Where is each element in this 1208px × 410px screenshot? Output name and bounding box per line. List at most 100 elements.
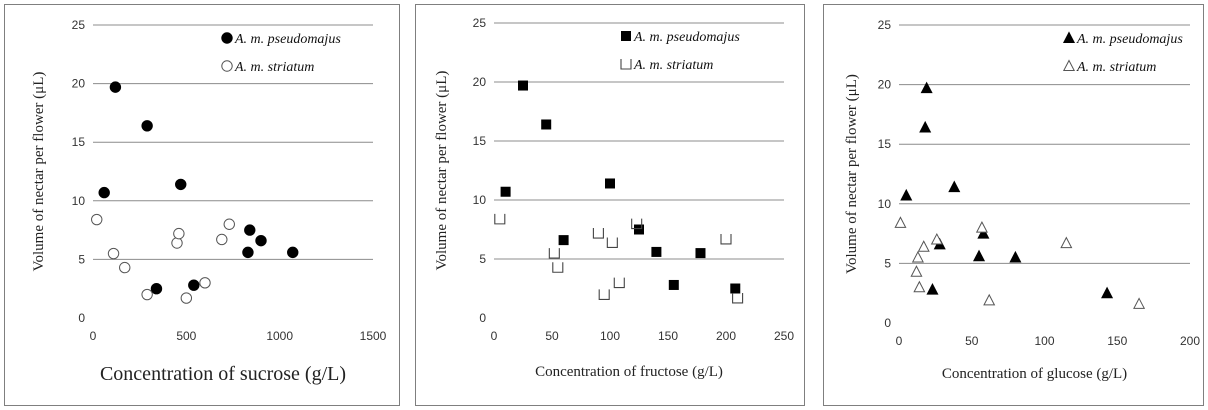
- legend-label: A. m. pseudomajus: [234, 32, 341, 47]
- x-tick-label: 0: [491, 329, 498, 343]
- data-point: [926, 283, 939, 295]
- data-point: [175, 178, 187, 191]
- data-point: [948, 180, 961, 193]
- data-point: [900, 188, 913, 201]
- data-point: [631, 218, 643, 230]
- y-tick-label: 15: [473, 134, 487, 148]
- legend-label: A. m. pseudomajus: [633, 30, 740, 45]
- series-pseudomajus-points: [900, 81, 1114, 299]
- data-point: [1060, 236, 1073, 249]
- sucrose-chart-panel: 0 5 10 15 20 25 0 500 1000 1500 Concentration of s…: [4, 4, 400, 406]
- data-point: [613, 277, 625, 289]
- sucrose-chart: 0 5 10 15 20 25 0 500 1000 1500 Concentration of s…: [31, 18, 387, 385]
- data-point: [242, 246, 254, 259]
- legend-marker: [1062, 59, 1076, 71]
- data-point: [913, 280, 926, 293]
- data-point: [911, 250, 924, 263]
- legend-label: A. m. striatum: [633, 58, 713, 73]
- data-point: [119, 261, 131, 274]
- fructose-chart-panel: 0 5 10 15 20 25 0 50 100 150 200 250 Concentration o…: [415, 4, 805, 406]
- data-point: [910, 265, 923, 277]
- y-tick-label: 5: [884, 256, 891, 270]
- y-tick-label: 20: [72, 77, 86, 91]
- y-tick-label: 5: [479, 252, 486, 266]
- x-tick-label: 50: [965, 334, 979, 348]
- legend-marker: [221, 32, 233, 44]
- y-axis-title: Volume of nectar per flower (μL): [434, 71, 450, 271]
- data-point: [598, 289, 610, 300]
- data-point: [558, 235, 569, 246]
- data-point: [651, 246, 662, 257]
- legend-marker: [221, 60, 233, 72]
- data-point: [91, 213, 103, 226]
- legend-label: A. m. striatum: [234, 60, 314, 75]
- y-tick-label: 25: [473, 16, 487, 30]
- x-tick-label: 100: [600, 329, 620, 343]
- x-tick-label: 100: [1034, 334, 1054, 348]
- data-point: [606, 237, 618, 249]
- y-axis-title: Volume of nectar per flower (μL): [31, 72, 47, 272]
- data-point: [98, 186, 110, 199]
- series-pseudomajus-points: [98, 81, 299, 295]
- y-tick-label: 0: [479, 311, 486, 325]
- data-point: [109, 81, 122, 93]
- y-tick-label: 15: [72, 135, 86, 149]
- series-striatum-points: [494, 213, 744, 304]
- x-tick-label: 200: [1180, 334, 1200, 348]
- x-axis-title: Concentration of sucrose (g/L): [100, 363, 346, 385]
- x-tick-label: 150: [658, 329, 678, 343]
- data-point: [975, 221, 988, 233]
- x-tick-label: 250: [774, 329, 794, 343]
- x-axis-title: Concentration of fructose (g/L): [535, 364, 723, 380]
- data-point: [173, 227, 185, 240]
- data-point: [107, 247, 120, 260]
- x-tick-label: 1000: [266, 329, 293, 343]
- x-tick-label: 0: [90, 329, 97, 343]
- data-point: [894, 216, 907, 228]
- x-tick-label: 1500: [360, 329, 387, 343]
- y-tick-label: 25: [72, 18, 86, 32]
- data-point: [973, 249, 986, 262]
- data-point: [695, 248, 706, 259]
- series-pseudomajus-points: [500, 80, 741, 294]
- y-tick-label: 0: [78, 311, 85, 325]
- x-tick-label: 500: [176, 329, 196, 343]
- x-tick-label: 150: [1107, 334, 1127, 348]
- data-point: [171, 237, 183, 249]
- y-axis-title: Volume of nectar per flower (μL): [844, 74, 860, 274]
- data-point: [634, 224, 644, 235]
- data-point: [1133, 297, 1146, 309]
- x-axis-title: Concentration of glucose (g/L): [942, 366, 1127, 382]
- data-point: [730, 283, 741, 294]
- data-point: [223, 218, 235, 230]
- data-point: [919, 120, 932, 133]
- data-point: [548, 248, 560, 259]
- data-point: [244, 224, 256, 236]
- y-tick-label: 15: [878, 137, 892, 151]
- y-tick-label: 5: [78, 252, 85, 266]
- data-point: [141, 288, 153, 301]
- data-point: [141, 120, 153, 132]
- data-point: [668, 279, 679, 290]
- data-point: [732, 292, 744, 304]
- data-point: [720, 233, 732, 245]
- y-tick-label: 20: [473, 75, 487, 89]
- data-point: [150, 283, 163, 295]
- y-tick-label: 20: [878, 78, 892, 92]
- data-point: [592, 228, 604, 239]
- data-point: [188, 279, 200, 291]
- data-point: [500, 186, 511, 197]
- data-point: [552, 262, 564, 273]
- glucose-chart: 0 5 10 15 20 25 0 50 100 150 200 Concentration of g…: [844, 18, 1200, 382]
- x-tick-label: 200: [716, 329, 736, 343]
- legend-label: A. m. pseudomajus: [1076, 32, 1183, 47]
- data-point: [977, 227, 990, 239]
- data-point: [917, 240, 930, 252]
- data-point: [255, 234, 267, 247]
- data-point: [930, 232, 943, 245]
- glucose-chart-panel: 0 5 10 15 20 25 0 50 100 150 200 Concentration of g…: [823, 4, 1204, 406]
- y-tick-label: 0: [884, 316, 891, 330]
- legend-marker: [620, 59, 632, 70]
- legend-marker: [1062, 31, 1076, 43]
- series-striatum-points: [894, 216, 1146, 309]
